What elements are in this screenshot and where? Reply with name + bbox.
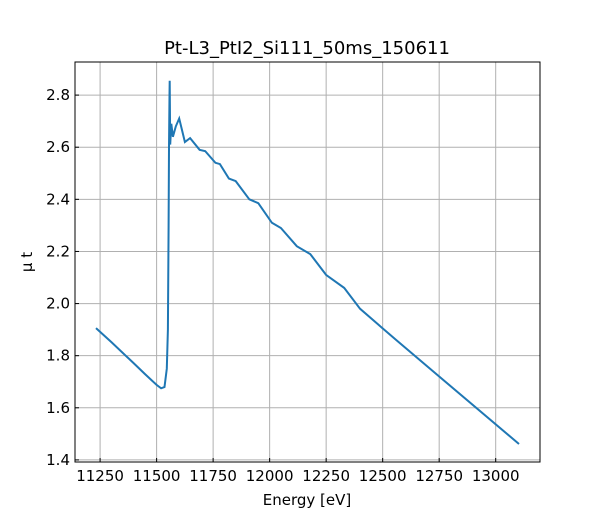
- x-axis-label: Energy [eV]: [263, 491, 351, 509]
- x-tick-label: 12250: [302, 467, 350, 485]
- x-tick-label: 11250: [76, 467, 124, 485]
- y-tick-label: 2.0: [46, 295, 70, 313]
- y-tick-label: 1.6: [46, 399, 70, 417]
- series-line: [95, 80, 520, 445]
- chart-title: Pt-L3_PtI2_Si111_50ms_150611: [164, 38, 450, 59]
- x-tick-label: 11500: [133, 467, 181, 485]
- x-tick-label: 12750: [415, 467, 463, 485]
- y-axis-label: μ t: [18, 252, 36, 272]
- x-tick-label: 12000: [246, 467, 294, 485]
- x-tick-label: 13000: [472, 467, 520, 485]
- x-tick-label: 12500: [359, 467, 407, 485]
- y-tick-label: 1.8: [46, 347, 70, 365]
- y-tick-label: 2.4: [46, 190, 70, 208]
- y-tick-label: 2.2: [46, 242, 70, 260]
- ticks: 11250 11500 11750 12000 12250 12500 12750 13000…: [46, 86, 519, 485]
- y-tick-label: 2.6: [46, 138, 70, 156]
- plot-frame: [74, 61, 541, 463]
- y-tick-label: 1.4: [46, 451, 70, 469]
- y-tick-label: 2.8: [46, 86, 70, 104]
- x-tick-label: 11750: [189, 467, 237, 485]
